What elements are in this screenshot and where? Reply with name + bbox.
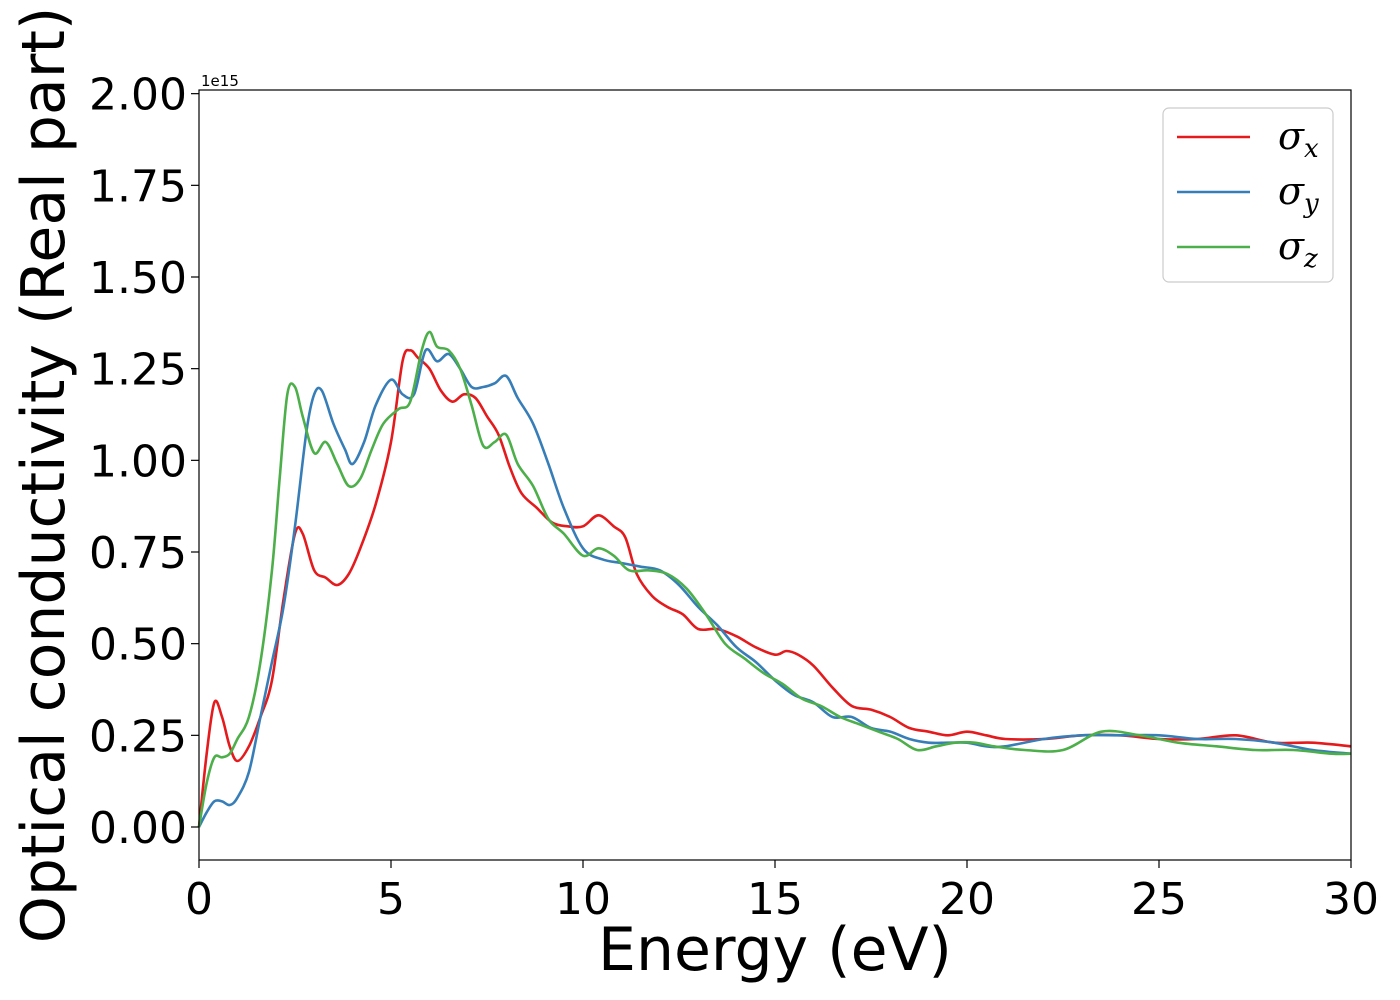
x-axis-label: Energy (eV) bbox=[598, 915, 952, 985]
series-line-x bbox=[197, 348, 1352, 828]
x-tick-label: 5 bbox=[377, 874, 405, 925]
x-axis-ticks: 0 5 10 15 20 25 30 bbox=[185, 860, 1379, 925]
x-tick-label: 0 bbox=[185, 874, 213, 925]
y-tick-label: 2.00 bbox=[89, 70, 187, 121]
y-tick-label: 0.75 bbox=[89, 528, 187, 579]
y-tick-label: 0.50 bbox=[89, 620, 187, 671]
y-tick-label: 0.25 bbox=[89, 711, 187, 762]
y-offset-label: 1e15 bbox=[201, 72, 239, 90]
legend-frame bbox=[1162, 107, 1334, 283]
y-tick-label: 1.00 bbox=[89, 436, 187, 487]
x-tick-label: 15 bbox=[747, 874, 803, 925]
series-line-z bbox=[197, 330, 1352, 828]
legend-label-x: σx bbox=[1278, 114, 1319, 164]
x-tick-label: 25 bbox=[1131, 874, 1187, 925]
x-tick-label: 30 bbox=[1323, 874, 1379, 925]
x-tick-label: 10 bbox=[555, 874, 611, 925]
y-tick-label: 1.75 bbox=[89, 161, 187, 212]
series-layer bbox=[197, 330, 1352, 828]
y-tick-label: 0.00 bbox=[89, 803, 187, 854]
y-axis-label: Optical conductivity (Real part) bbox=[9, 7, 79, 944]
plot-area bbox=[199, 90, 1351, 860]
y-tick-label: 1.50 bbox=[89, 253, 187, 304]
x-tick-label: 20 bbox=[939, 874, 995, 925]
y-axis-ticks: 0.00 0.25 0.50 0.75 1.00 1.25 1.50 1.75 2.00 bbox=[89, 70, 199, 854]
y-tick-label: 1.25 bbox=[89, 345, 187, 396]
legend-label-y: σy bbox=[1278, 169, 1319, 219]
legend-label-z: σz bbox=[1278, 224, 1318, 274]
